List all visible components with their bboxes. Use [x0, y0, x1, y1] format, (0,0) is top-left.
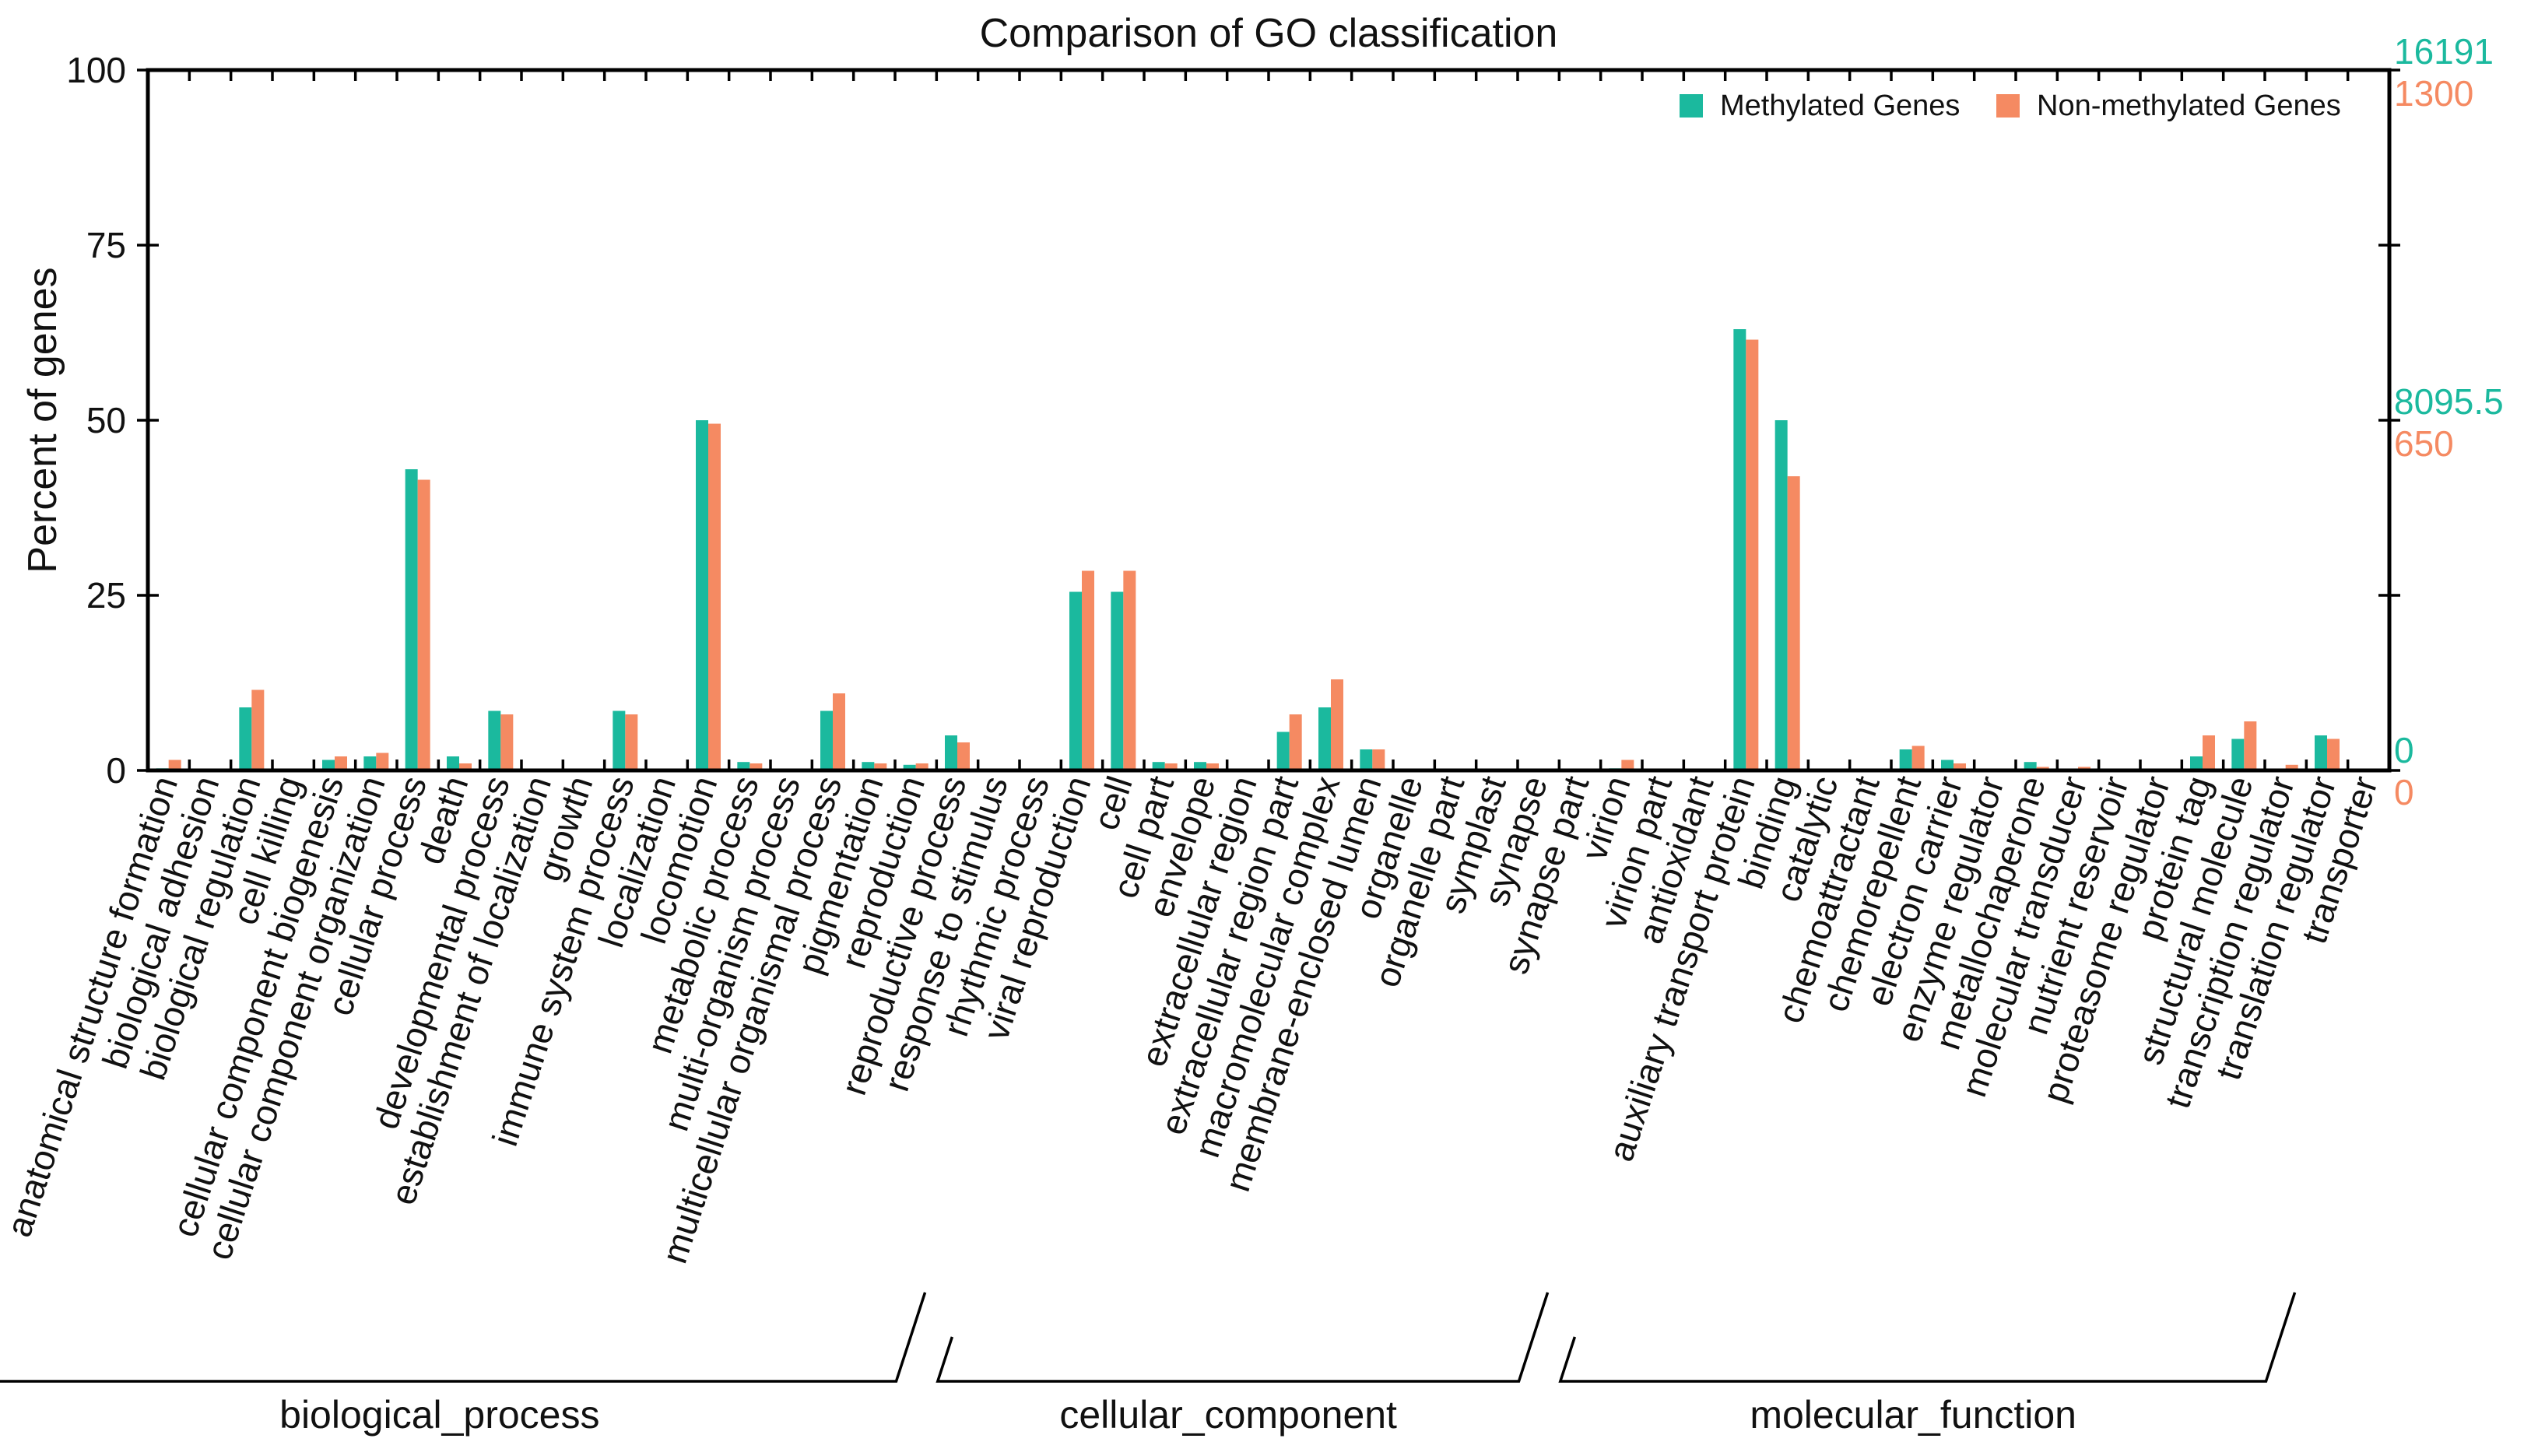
bar-non-methylated [1289, 714, 1302, 770]
bar-non-methylated [376, 753, 389, 770]
bar-methylated [903, 764, 916, 770]
bar-non-methylated [1746, 339, 1759, 770]
bars [146, 70, 2350, 770]
y-axis-ticks: 0 25 50 75 100 [66, 50, 2400, 791]
bar-methylated [1318, 707, 1331, 770]
bar-methylated [1069, 591, 1082, 770]
bar-methylated [1111, 591, 1124, 770]
legend: Methylated Genes Non-methylated Genes [1680, 89, 2341, 122]
bar-methylated [1276, 732, 1290, 770]
bar-non-methylated [957, 742, 970, 770]
bar-non-methylated [1164, 763, 1178, 770]
bar-non-methylated [335, 756, 347, 770]
bar-non-methylated [874, 763, 887, 770]
category-labels: anatomical structure formationbiological… [0, 771, 2385, 1268]
bar-methylated [2190, 756, 2203, 770]
bar-non-methylated [2285, 764, 2298, 770]
bar-non-methylated [168, 760, 181, 770]
bar-methylated [1733, 329, 1746, 770]
bar-methylated [1899, 749, 1912, 770]
group-bracket [936, 1292, 1550, 1383]
bar-non-methylated [708, 423, 721, 770]
legend-swatch-non-methylated [1996, 94, 2020, 118]
legend-label-methylated: Methylated Genes [1720, 89, 1960, 122]
bar-methylated [2231, 739, 2245, 770]
plot-frame [146, 68, 2392, 773]
right-axis-non-methylated-top: 1300 [2394, 73, 2473, 114]
bar-non-methylated [1787, 476, 1800, 770]
bar-non-methylated [749, 763, 763, 770]
bar-non-methylated [833, 693, 845, 770]
bar-methylated [1775, 420, 1788, 770]
bar-non-methylated [1123, 570, 1136, 770]
group-brackets: biological_process cellular_component mole… [0, 1292, 2297, 1437]
y-tick-label: 50 [86, 400, 126, 440]
bar-non-methylated [1911, 746, 1925, 770]
bar-methylated [945, 735, 957, 770]
bar-methylated [447, 756, 459, 770]
bar-methylated [862, 762, 875, 770]
group-label: biological_process [279, 1393, 599, 1437]
bar-methylated [613, 710, 626, 770]
bar-methylated [2024, 762, 2037, 770]
right-axis-methylated-top: 16191 [2394, 31, 2494, 72]
y-tick-label: 100 [66, 50, 126, 90]
group-bracket [1558, 1292, 2297, 1383]
right-axis-methylated-bottom: 0 [2394, 730, 2414, 770]
group-label: cellular_component [1059, 1393, 1397, 1437]
bar-methylated [1941, 760, 1954, 770]
bar-methylated [1194, 762, 1206, 770]
bar-methylated [1360, 749, 1373, 770]
bar-methylated [1152, 762, 1165, 770]
y-tick-label: 75 [86, 225, 126, 265]
bar-non-methylated [915, 763, 929, 770]
bar-methylated [363, 756, 377, 770]
bar-non-methylated [2327, 739, 2340, 770]
right-axis-non-methylated-mid: 650 [2394, 423, 2454, 464]
bar-non-methylated [500, 714, 514, 770]
bar-non-methylated [251, 689, 265, 770]
y-axis-label: Percent of genes [20, 267, 65, 573]
bar-non-methylated [417, 479, 430, 770]
bar-non-methylated [625, 714, 638, 770]
bar-methylated [696, 420, 708, 770]
bar-non-methylated [1331, 679, 1343, 770]
bar-non-methylated [1082, 570, 1094, 770]
bar-methylated [239, 707, 252, 770]
bar-non-methylated [1621, 760, 1634, 770]
group-bracket [0, 1292, 927, 1383]
bar-methylated [820, 710, 833, 770]
right-axis-methylated-mid: 8095.5 [2394, 381, 2504, 422]
bar-methylated [2315, 735, 2327, 770]
right-axis-non-methylated-bottom: 0 [2394, 772, 2414, 812]
chart-title: Comparison of GO classification [980, 11, 1558, 56]
legend-swatch-methylated [1680, 94, 1703, 118]
bar-non-methylated [1206, 763, 1219, 770]
bar-methylated [322, 760, 335, 770]
bar-methylated [405, 469, 418, 770]
legend-label-non-methylated: Non-methylated Genes [2037, 89, 2341, 122]
bar-methylated [488, 710, 501, 770]
bar-non-methylated [459, 763, 472, 770]
group-label: molecular_function [1750, 1393, 2076, 1437]
bar-methylated [737, 762, 750, 770]
y-tick-label: 0 [106, 750, 126, 791]
y-tick-label: 25 [86, 575, 126, 616]
bar-non-methylated [2203, 735, 2215, 770]
right-axis-labels: 16191 1300 8095.5 650 0 0 [2394, 31, 2504, 812]
bar-non-methylated [1372, 749, 1385, 770]
bar-non-methylated [2244, 721, 2257, 770]
bar-non-methylated [1954, 763, 1966, 770]
